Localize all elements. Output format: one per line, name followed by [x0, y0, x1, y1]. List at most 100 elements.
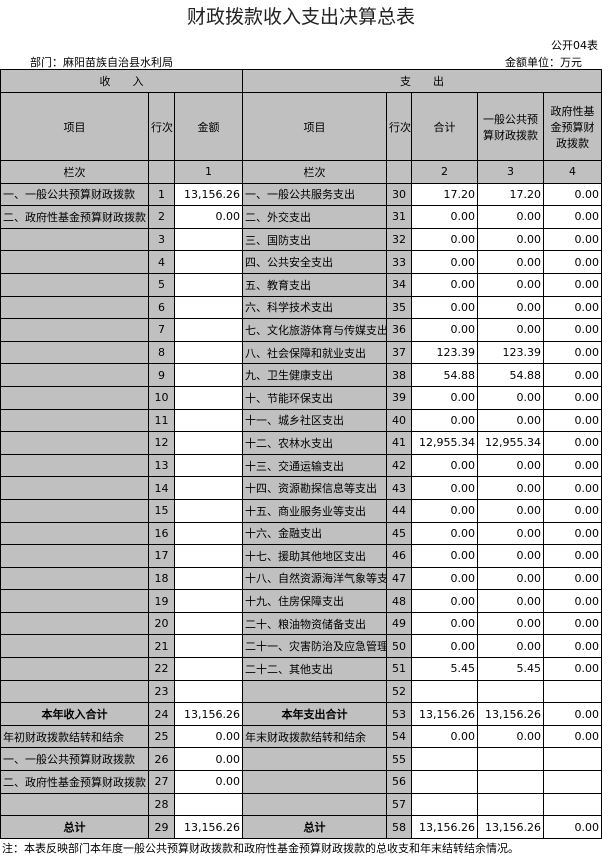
- expense-general-budget: 0.00: [477, 611, 545, 636]
- expense-line-no: 54: [386, 724, 413, 749]
- table-row: 总计 29 13,156.26 总计 58 13,156.26 13,156.26 0.00: [0, 815, 602, 839]
- expense-total: 0.00: [411, 476, 479, 500]
- expense-line-no: 55: [386, 747, 413, 772]
- income-line-no: 28: [148, 792, 175, 817]
- income-line-no: 29: [148, 815, 175, 839]
- income-item: [0, 657, 149, 681]
- expense-line-no: 39: [386, 385, 413, 410]
- expense-general-budget: 0.00: [477, 250, 545, 274]
- expense-total: 0.00: [411, 295, 479, 320]
- expense-total: 123.39: [411, 340, 479, 365]
- expense-fund-budget: 0.00: [543, 544, 602, 568]
- expense-line-no: 36: [386, 318, 413, 342]
- expense-item: 一、一般公共服务支出: [242, 182, 388, 207]
- expense-fund-budget: [543, 679, 602, 704]
- table-row: 23 52: [0, 679, 602, 704]
- expense-fund-budget: 0.00: [543, 431, 602, 455]
- expense-total: 0.00: [411, 566, 479, 591]
- income-item: [0, 634, 149, 659]
- expense-total: 0.00: [411, 498, 479, 523]
- income-item: [0, 363, 149, 387]
- expense-general-budget: [477, 747, 545, 772]
- expense-general-budget: 5.45: [477, 657, 545, 681]
- income-item: [0, 318, 149, 342]
- col-label: 栏次: [242, 160, 388, 184]
- expense-line-no: 41: [386, 431, 413, 455]
- income-line-no: 23: [148, 679, 175, 704]
- expense-fund-budget: 0.00: [543, 227, 602, 252]
- expense-fund-budget: [543, 747, 602, 772]
- expense-total: 54.88: [411, 363, 479, 387]
- expense-item: 三、国防支出: [242, 227, 388, 252]
- expense-total: 0.00: [411, 634, 479, 659]
- expense-general-budget: 0.00: [477, 453, 545, 478]
- income-line-header: 行次: [148, 92, 175, 161]
- expense-item: 十六、金融支出: [242, 521, 388, 546]
- income-header: 收 入: [0, 69, 244, 93]
- income-amount: [173, 792, 244, 817]
- expense-general-budget: 0.00: [477, 295, 545, 320]
- budget-table: 收 入支 出 项目 行次 金额 项目 行次 合计 一般公共预算财政拨款 政府性基…: [0, 69, 602, 839]
- expense-line-no: 37: [386, 340, 413, 365]
- expense-fund-budget: 0.00: [543, 340, 602, 365]
- income-amount: 0.00: [173, 205, 244, 229]
- blank-cell: [148, 160, 175, 184]
- expense-item: [242, 770, 388, 794]
- expense-item: 年末财政拨款结转和结余: [242, 724, 388, 749]
- table-row: 5 五、教育支出 34 0.00 0.00 0.00: [0, 272, 602, 297]
- expense-total: 0.00: [411, 544, 479, 568]
- expense-line-no: 32: [386, 227, 413, 252]
- income-amount: [173, 544, 244, 568]
- table-row: 8 八、社会保障和就业支出 37 123.39 123.39 0.00: [0, 340, 602, 365]
- expense-item: [242, 747, 388, 772]
- expense-general-budget: 0.00: [477, 408, 545, 433]
- table-row: 18 十八、自然资源海洋气象等支出 47 0.00 0.00 0.00: [0, 566, 602, 591]
- income-line-no: 17: [148, 544, 175, 568]
- income-item: [0, 792, 149, 817]
- table-row: 17 十七、援助其他地区支出 46 0.00 0.00 0.00: [0, 544, 602, 568]
- income-line-no: 22: [148, 657, 175, 681]
- table-row: 6 六、科学技术支出 35 0.00 0.00 0.00: [0, 295, 602, 320]
- income-item: [0, 476, 149, 500]
- expense-line-no: 57: [386, 792, 413, 817]
- expense-fund-budget: 0.00: [543, 385, 602, 410]
- income-line-no: 26: [148, 747, 175, 772]
- expense-item: 十三、交通运输支出: [242, 453, 388, 478]
- expense-general-budget: 0.00: [477, 227, 545, 252]
- expense-general-budget: 13,156.26: [477, 815, 545, 839]
- expense-fund-budget: 0.00: [543, 657, 602, 681]
- expense-general-budget: 0.00: [477, 476, 545, 500]
- table-row: 15 十五、商业服务业等支出 44 0.00 0.00 0.00: [0, 498, 602, 523]
- expense-item: 十五、商业服务业等支出: [242, 498, 388, 523]
- expense-total: [411, 679, 479, 704]
- expense-line-no: 40: [386, 408, 413, 433]
- income-amount: 0.00: [173, 770, 244, 794]
- expense-general-budget: 0.00: [477, 205, 545, 229]
- form-number: 公开04表: [551, 39, 598, 52]
- income-item: [0, 544, 149, 568]
- income-item: [0, 589, 149, 613]
- table-row: 16 十六、金融支出 45 0.00 0.00 0.00: [0, 521, 602, 546]
- col-label: 栏次: [0, 160, 149, 184]
- expense-general-budget: 54.88: [477, 363, 545, 387]
- income-line-no: 3: [148, 227, 175, 252]
- expense-fund-budget: 0.00: [543, 566, 602, 591]
- expense-total: 0.00: [411, 453, 479, 478]
- expense-total: 0.00: [411, 724, 479, 749]
- income-item: 二、政府性基金预算财政拨款: [0, 770, 149, 794]
- income-amount: [173, 272, 244, 297]
- income-amount: [173, 657, 244, 681]
- expense-total: 0.00: [411, 385, 479, 410]
- income-line-no: 20: [148, 611, 175, 636]
- col-3: 3: [477, 160, 545, 184]
- expense-item: 七、文化旅游体育与传媒支出: [242, 318, 388, 342]
- expense-fund-budget: 0.00: [543, 815, 602, 839]
- table-row: 28 57: [0, 792, 602, 817]
- income-amount: [173, 476, 244, 500]
- income-item: 总计: [0, 815, 149, 839]
- expense-total: [411, 792, 479, 817]
- income-item: 一、一般公共预算财政拨款: [0, 747, 149, 772]
- income-line-no: 4: [148, 250, 175, 274]
- income-amount: [173, 227, 244, 252]
- expense-item: [242, 792, 388, 817]
